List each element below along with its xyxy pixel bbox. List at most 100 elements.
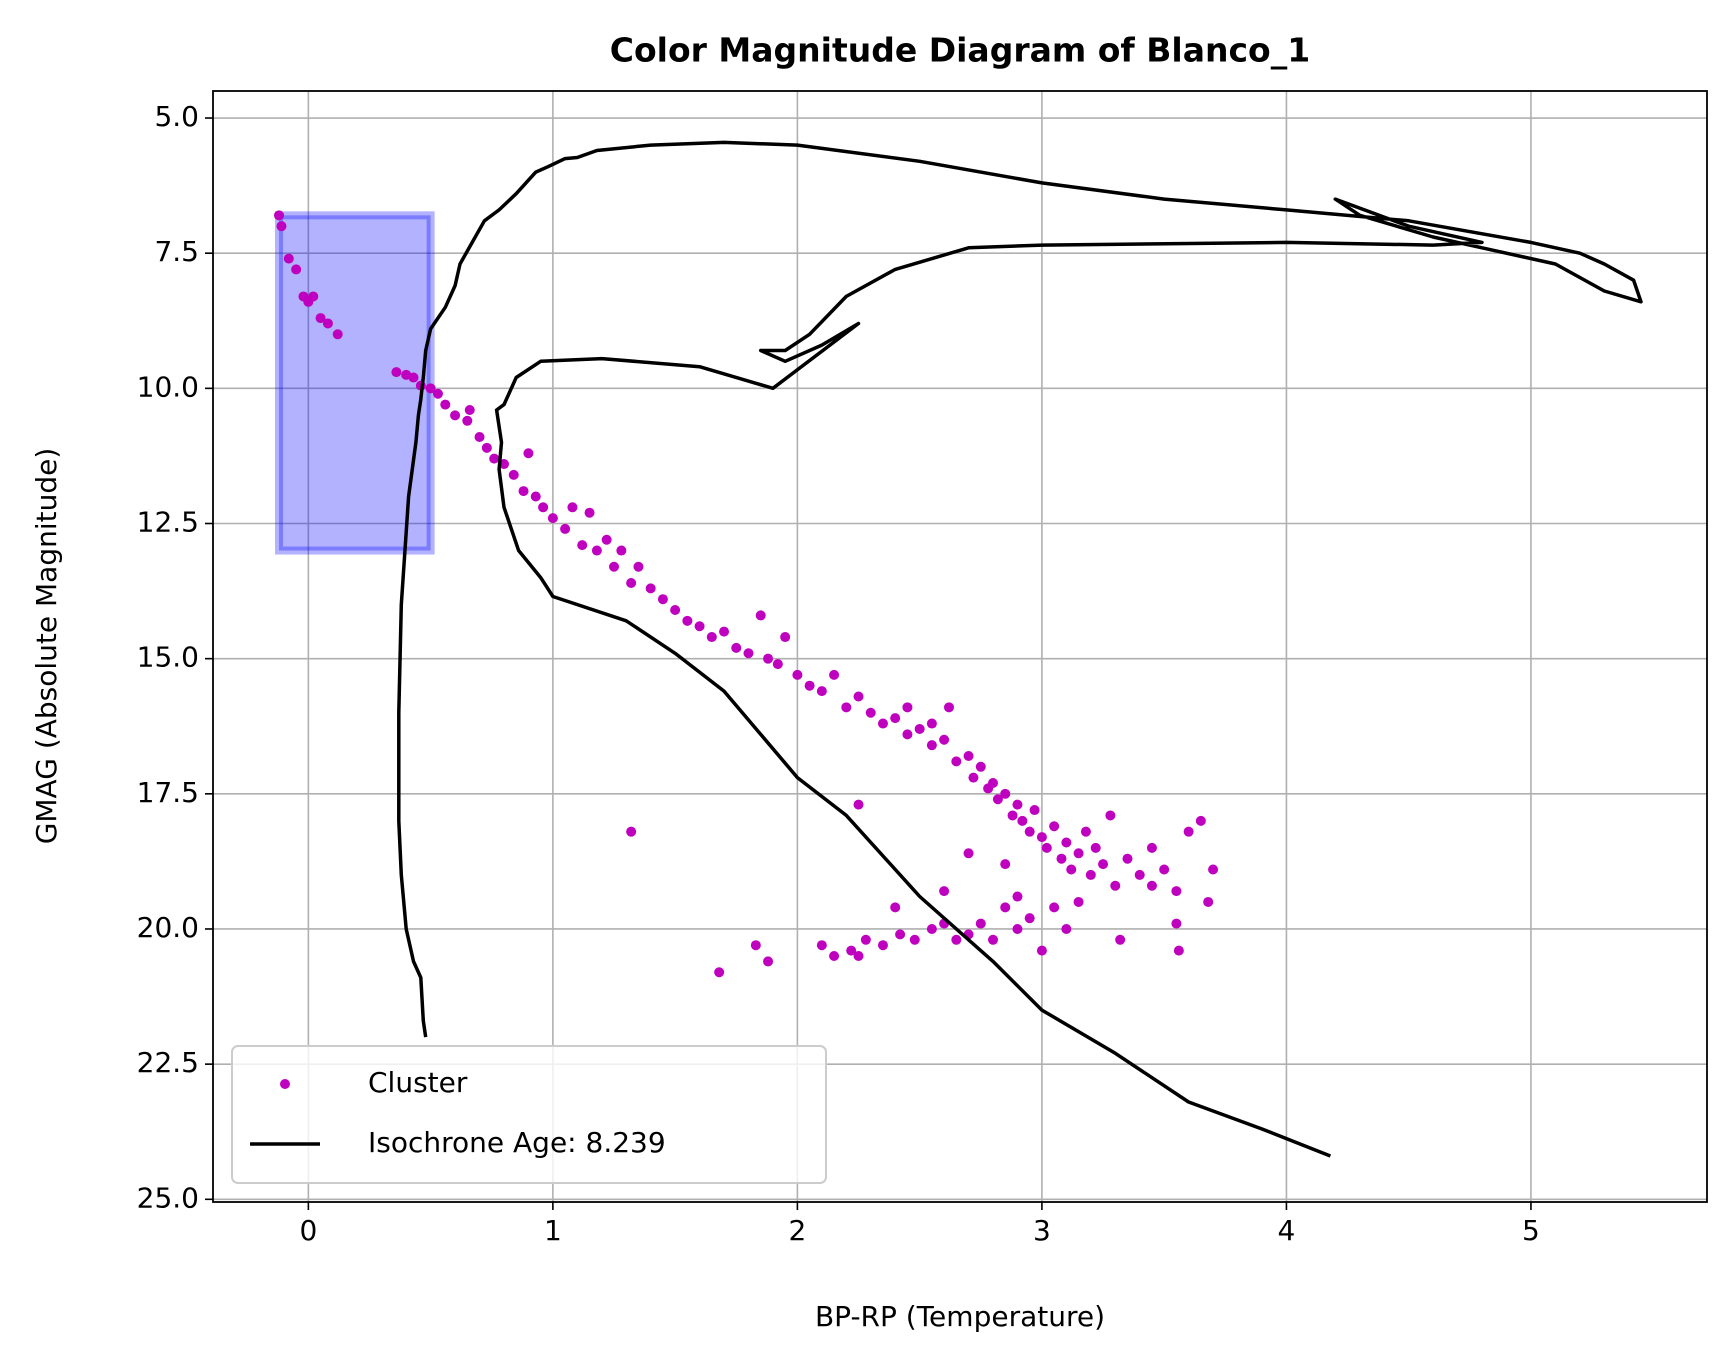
data-point <box>489 453 500 464</box>
data-point <box>743 648 754 659</box>
data-point <box>322 318 333 329</box>
data-point <box>846 945 857 956</box>
data-point <box>755 610 766 621</box>
data-point <box>853 799 864 810</box>
data-point <box>1012 923 1023 934</box>
y-tick-label: 12.5 <box>137 506 199 539</box>
data-point <box>481 442 492 453</box>
data-point <box>853 951 864 962</box>
data-point <box>577 540 588 551</box>
highlight-region <box>275 211 435 555</box>
data-point <box>853 691 864 702</box>
data-point <box>750 940 761 951</box>
data-point <box>609 561 620 572</box>
x-tick-label: 3 <box>1033 1214 1051 1247</box>
data-point <box>1183 826 1194 837</box>
data-point <box>1195 815 1206 826</box>
data-point <box>939 734 950 745</box>
data-point <box>547 513 558 524</box>
data-point <box>1000 902 1011 913</box>
data-point <box>425 383 436 394</box>
data-point <box>841 702 852 713</box>
legend-label: Cluster <box>368 1066 468 1099</box>
data-point <box>926 718 937 729</box>
data-point <box>616 545 627 556</box>
data-point <box>1012 799 1023 810</box>
data-point <box>518 486 529 497</box>
data-point <box>829 669 840 680</box>
data-point <box>1098 859 1109 870</box>
data-point <box>1049 821 1060 832</box>
data-point <box>1134 869 1145 880</box>
y-tick-label: 5.0 <box>154 100 199 133</box>
data-point <box>1024 913 1035 924</box>
data-point <box>902 702 913 713</box>
data-point <box>538 502 549 513</box>
data-point <box>780 632 791 643</box>
data-point <box>1203 896 1214 907</box>
data-point <box>440 399 451 410</box>
y-tick-label: 17.5 <box>137 776 199 809</box>
data-point <box>645 583 656 594</box>
data-point <box>1041 842 1052 853</box>
data-point <box>626 577 637 588</box>
data-point <box>462 415 473 426</box>
data-point <box>963 750 974 761</box>
data-point <box>523 448 534 459</box>
data-point <box>877 718 888 729</box>
data-point <box>926 740 937 751</box>
data-point <box>1012 891 1023 902</box>
data-point <box>1061 923 1072 934</box>
y-tick-label: 22.5 <box>137 1046 199 1079</box>
y-tick-label: 7.5 <box>154 235 199 268</box>
data-point <box>943 702 954 713</box>
data-point <box>1073 896 1084 907</box>
data-point <box>560 523 571 534</box>
data-point <box>914 723 925 734</box>
data-point <box>1173 945 1184 956</box>
data-point <box>1036 945 1047 956</box>
data-point <box>714 967 725 978</box>
data-point <box>939 886 950 897</box>
x-tick-label: 5 <box>1522 1214 1540 1247</box>
y-tick-label: 20.0 <box>137 911 199 944</box>
x-tick-label: 0 <box>299 1214 317 1247</box>
data-point <box>902 729 913 740</box>
data-point <box>1049 902 1060 913</box>
x-axis-label: BP-RP (Temperature) <box>815 1300 1105 1333</box>
data-point <box>1122 853 1133 864</box>
data-point <box>1000 788 1011 799</box>
data-point <box>1073 848 1084 859</box>
legend-marker <box>280 1079 290 1089</box>
data-point <box>772 659 783 670</box>
data-point <box>792 669 803 680</box>
data-point <box>1090 842 1101 853</box>
data-point <box>391 367 402 378</box>
data-point <box>988 934 999 945</box>
data-point <box>1066 864 1077 875</box>
data-point <box>1024 826 1035 837</box>
data-point <box>1171 918 1182 929</box>
data-point <box>1085 869 1096 880</box>
data-point <box>291 264 302 275</box>
data-point <box>816 940 827 951</box>
data-point <box>1036 832 1047 843</box>
data-point <box>308 291 319 302</box>
data-point <box>816 686 827 697</box>
data-point <box>1000 859 1011 870</box>
data-point <box>1208 864 1219 875</box>
legend-label: Isochrone Age: 8.239 <box>368 1126 666 1159</box>
data-point <box>951 756 962 767</box>
data-point <box>274 210 285 221</box>
data-point <box>283 253 294 264</box>
data-point <box>763 653 774 664</box>
data-point <box>1115 934 1126 945</box>
data-point <box>909 934 920 945</box>
data-point <box>975 761 986 772</box>
data-point <box>975 918 986 929</box>
data-point <box>1017 815 1028 826</box>
data-point <box>332 329 343 340</box>
y-tick-label: 15.0 <box>137 641 199 674</box>
data-point <box>1110 880 1121 891</box>
plot-area <box>274 140 1643 1158</box>
